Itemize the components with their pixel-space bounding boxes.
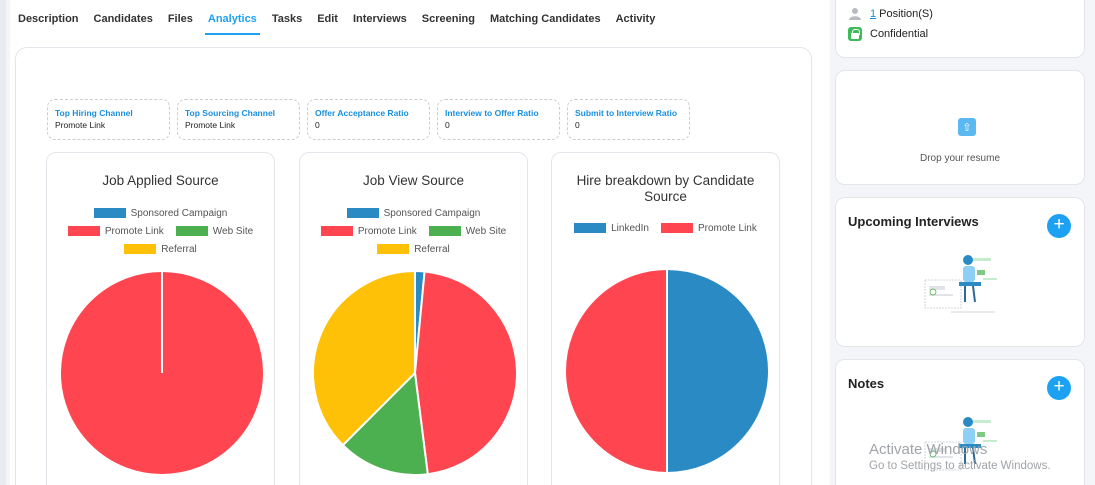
tab-matching-candidates[interactable]: Matching Candidates: [489, 13, 601, 25]
empty-state-illustration: [924, 417, 997, 471]
empty-state-illustration: [924, 255, 997, 313]
tab-files[interactable]: Files: [167, 13, 193, 25]
legend-swatch: [320, 226, 353, 236]
add-interview-button[interactable]: +: [1047, 214, 1071, 238]
legend-swatch: [124, 244, 157, 254]
tab-activity[interactable]: Activity: [615, 13, 656, 25]
upload-icon: ⇧: [958, 118, 976, 136]
metric-value: Promote Link: [185, 120, 236, 130]
legend-label: Promote Link: [357, 225, 417, 237]
pie-slice-linkedin[interactable]: [666, 267, 770, 475]
legend-swatch: [346, 208, 379, 218]
metric-interview-to-offer-ratio: Interview to Offer Ratio 0: [437, 99, 560, 140]
chart-title: Job View Source: [362, 173, 465, 188]
tab-description[interactable]: Description: [18, 13, 79, 25]
pie-slice-promote-link[interactable]: [564, 267, 668, 475]
chart-legend: Sponsored Campaign Promote Link Web Site…: [53, 207, 268, 261]
pie-slice-referral[interactable]: [312, 269, 416, 447]
left-edge: [0, 0, 6, 485]
legend-label: LinkedIn: [611, 222, 649, 234]
legend-item[interactable]: Promote Link: [320, 225, 417, 237]
positions-row: 1 Position(S): [848, 7, 933, 21]
lock-icon: [848, 27, 862, 41]
chart-title: Hire breakdown by Candidate Source: [576, 173, 755, 204]
metric-top-sourcing-channel: Top Sourcing Channel Promote Link: [177, 99, 300, 140]
metric-value: 0: [575, 120, 580, 130]
legend-swatch: [93, 208, 126, 218]
legend-label: Referral: [161, 243, 197, 255]
legend-swatch: [428, 226, 461, 236]
pie-chart: [312, 269, 518, 476]
chart-title: Job Applied Source: [102, 173, 219, 188]
metric-label: Top Hiring Channel: [55, 108, 133, 118]
legend-label: Promote Link: [104, 225, 164, 237]
tab-bar: Description Candidates Files Analytics T…: [10, 0, 830, 38]
notes-title: Notes: [848, 376, 885, 391]
tab-analytics[interactable]: Analytics: [204, 7, 260, 35]
legend-item[interactable]: Sponsored Campaign: [346, 207, 481, 219]
metric-label: Submit to Interview Ratio: [575, 108, 678, 118]
legend-item[interactable]: Promote Link: [67, 225, 164, 237]
metric-value: 0: [445, 120, 450, 130]
metric-label: Offer Acceptance Ratio: [315, 108, 409, 118]
metric-label: Interview to Offer Ratio: [445, 108, 539, 118]
legend-label: Web Site: [212, 225, 254, 237]
tab-candidates[interactable]: Candidates: [93, 13, 153, 25]
legend-swatch: [67, 226, 100, 236]
legend-item[interactable]: Referral: [124, 243, 197, 255]
positions-label: Position(S): [879, 8, 933, 20]
metric-value: 0: [315, 120, 320, 130]
positions-count[interactable]: 1: [870, 8, 877, 20]
tab-edit[interactable]: Edit: [317, 13, 338, 25]
metric-submit-to-interview-ratio: Submit to Interview Ratio 0: [567, 99, 690, 140]
legend-swatch: [660, 223, 693, 233]
watermark-line1: Activate Windows: [869, 441, 988, 458]
tab-screening[interactable]: Screening: [421, 13, 475, 25]
legend-label: Sponsored Campaign: [383, 207, 481, 219]
legend-item[interactable]: Referral: [377, 243, 450, 255]
legend-label: Web Site: [465, 225, 507, 237]
metric-value: Promote Link: [55, 120, 106, 130]
upcoming-interviews-card: Upcoming Interviews +: [835, 197, 1085, 347]
pie-slice-web-site[interactable]: [341, 370, 429, 476]
metric-top-hiring-channel: Top Hiring Channel Promote Link: [47, 99, 170, 140]
add-note-button[interactable]: +: [1047, 376, 1071, 400]
pie-chart: [564, 267, 770, 475]
job-info-card: 1 Position(S) Confidential: [835, 0, 1085, 58]
confidential-row: Confidential: [848, 27, 928, 41]
tab-interviews[interactable]: Interviews: [352, 13, 407, 25]
chart-panel-hire-breakdown: Hire breakdown by Candidate Source Linke…: [551, 152, 780, 485]
confidential-label: Confidential: [870, 28, 929, 40]
chart-panel-job-view-source: Job View Source Sponsored Campaign Promo…: [299, 152, 528, 485]
legend-item[interactable]: Web Site: [175, 225, 254, 237]
pie-slice-promote-link[interactable]: [413, 270, 518, 476]
legend-item[interactable]: Web Site: [428, 225, 507, 237]
legend-item[interactable]: Promote Link: [660, 222, 757, 234]
pie-chart: [59, 270, 265, 476]
watermark-line2: Go to Settings to activate Windows.: [869, 460, 1051, 472]
windows-activation-watermark: Activate Windows Go to Settings to activ…: [869, 441, 1051, 472]
legend-label: Sponsored Campaign: [130, 207, 228, 219]
notes-card: Notes +: [835, 359, 1085, 485]
legend-swatch: [574, 223, 607, 233]
chart-legend: LinkedIn Promote Link: [558, 222, 773, 240]
upcoming-interviews-title: Upcoming Interviews: [848, 214, 979, 229]
tab-tasks[interactable]: Tasks: [271, 13, 303, 25]
legend-swatch: [175, 226, 208, 236]
legend-item[interactable]: Sponsored Campaign: [93, 207, 228, 219]
person-icon: [849, 8, 861, 20]
legend-item[interactable]: LinkedIn: [574, 222, 649, 234]
legend-label: Promote Link: [697, 222, 757, 234]
legend-label: Referral: [414, 243, 450, 255]
metric-label: Top Sourcing Channel: [185, 108, 276, 118]
legend-swatch: [377, 244, 410, 254]
chart-legend: Sponsored Campaign Promote Link Web Site…: [306, 207, 521, 261]
resume-drop-zone[interactable]: ⇧ Drop your resume: [835, 70, 1085, 185]
drop-resume-label: Drop your resume: [919, 153, 1001, 164]
metric-offer-acceptance-ratio: Offer Acceptance Ratio 0: [307, 99, 430, 140]
chart-panel-job-applied-source: Job Applied Source Sponsored Campaign Pr…: [46, 152, 275, 485]
